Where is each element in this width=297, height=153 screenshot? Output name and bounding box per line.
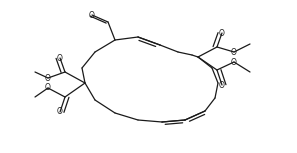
Text: O: O — [57, 108, 63, 116]
Text: O: O — [89, 11, 95, 19]
Text: O: O — [45, 84, 51, 93]
Text: O: O — [219, 28, 225, 37]
Text: O: O — [45, 73, 51, 82]
Text: O: O — [57, 54, 63, 62]
Text: O: O — [231, 47, 237, 56]
Text: O: O — [231, 58, 237, 67]
Text: O: O — [219, 80, 225, 90]
